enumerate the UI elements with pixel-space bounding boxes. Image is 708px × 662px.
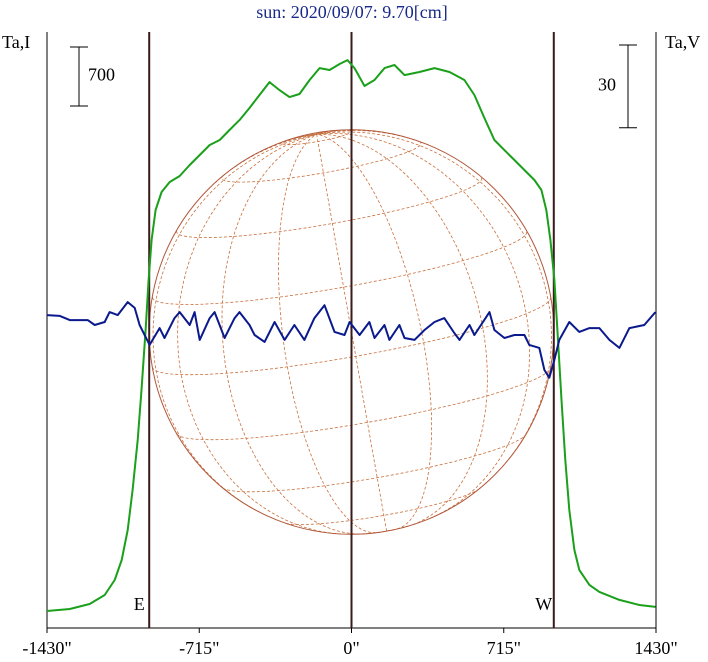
grid-line [285,489,479,525]
grid-line [316,130,429,146]
x-tick-label: -715" [179,638,219,658]
x-tick-label: 715" [487,638,521,658]
y-axis-label: Ta,I [2,32,30,52]
grid-line [316,133,488,525]
grid-line [278,133,376,534]
x-tick-label: 1430" [634,638,677,658]
grid-line [176,367,551,441]
grid-line [316,134,387,532]
x-tick-label: 0" [343,638,359,658]
grid-line [214,133,317,184]
scale-bar-label: 700 [88,65,115,85]
grid-line [221,133,360,535]
grid-line [316,131,552,475]
series-line [46,301,657,379]
chart-title: sun: 2020/09/07: 9.70[cm] [256,2,448,22]
grid-line [222,434,527,493]
grid-line [152,133,317,516]
x-tick-label: -1430" [22,638,71,658]
grid-line [316,133,432,530]
grid-line [221,140,422,183]
series-line [46,59,656,612]
grid-line [176,176,483,238]
y2-axis-label: Ta,V [665,32,700,52]
limb-label: E [134,594,145,614]
grid-line [152,231,528,305]
limb-label: W [535,594,552,614]
scale-bar-label: 30 [598,75,616,95]
